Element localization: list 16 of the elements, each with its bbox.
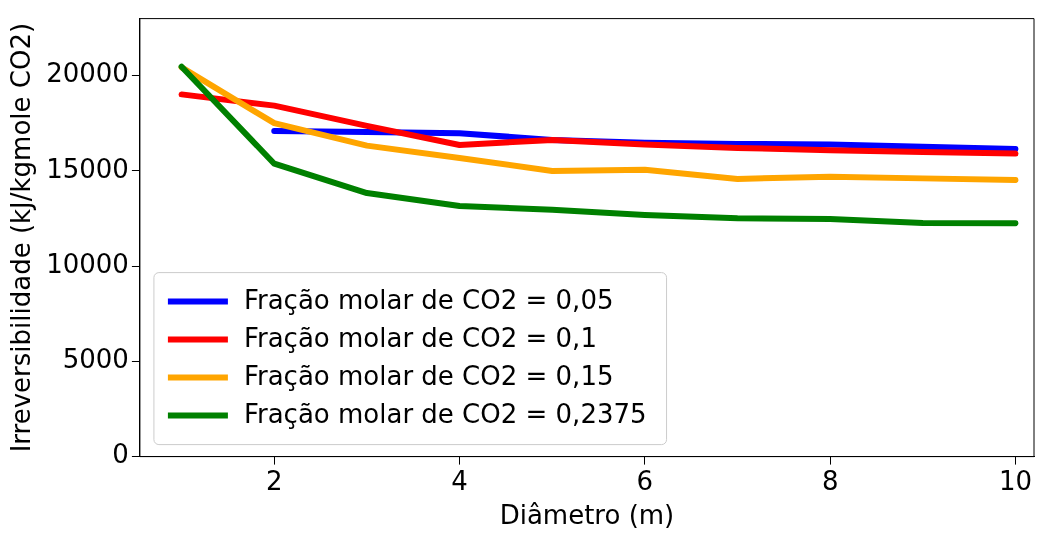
legend-label: Fração molar de CO2 = 0,15 xyxy=(243,361,614,392)
y-axis-title: Irreversibilidade (kJ/kgmole CO2) xyxy=(6,22,37,453)
legend-label: Fração molar de CO2 = 0,05 xyxy=(243,285,614,316)
x-tick-label: 8 xyxy=(821,465,839,496)
y-tick-label: 10000 xyxy=(46,248,129,279)
x-tick-label: 2 xyxy=(265,465,283,496)
x-tick-label: 10 xyxy=(998,465,1033,496)
y-tick-label: 5000 xyxy=(62,344,129,375)
legend-label: Fração molar de CO2 = 0,2375 xyxy=(243,399,647,430)
x-tick-label: 6 xyxy=(636,465,654,496)
y-tick-label: 20000 xyxy=(46,58,129,89)
x-tick-label: 4 xyxy=(451,465,468,496)
legend-label: Fração molar de CO2 = 0,1 xyxy=(243,323,597,354)
x-axis-title: Diâmetro (m) xyxy=(499,500,675,531)
y-tick-label: 15000 xyxy=(46,153,129,184)
y-tick-label: 0 xyxy=(112,439,129,470)
